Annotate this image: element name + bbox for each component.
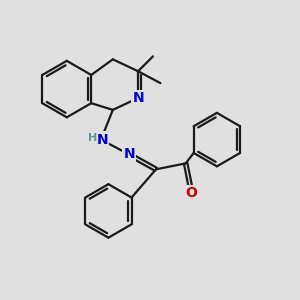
Text: H: H bbox=[88, 133, 97, 142]
Text: N: N bbox=[132, 91, 144, 105]
Text: N: N bbox=[97, 133, 108, 147]
Text: O: O bbox=[186, 186, 197, 200]
Text: N: N bbox=[123, 148, 135, 161]
